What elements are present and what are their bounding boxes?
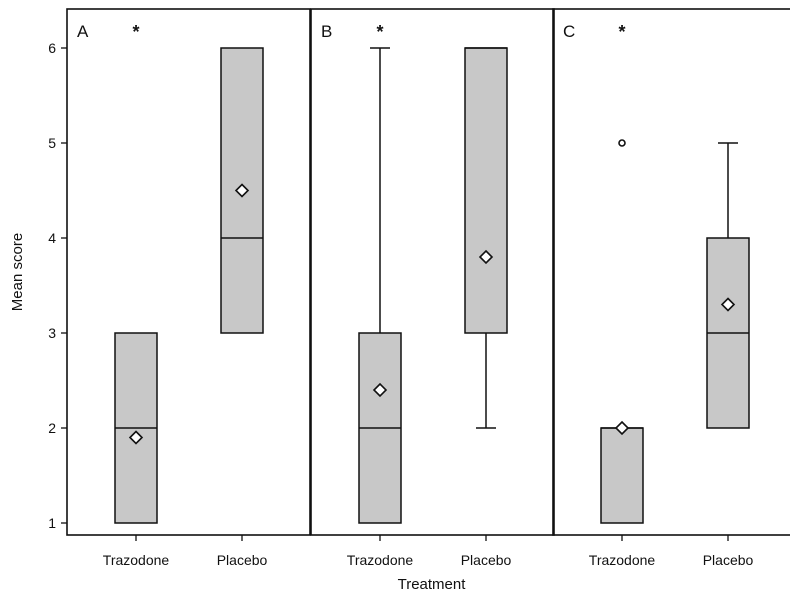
mean-marker xyxy=(614,420,630,436)
y-tick-label: 1 xyxy=(48,515,56,531)
mean-marker xyxy=(372,382,388,398)
mean-marker xyxy=(720,297,736,312)
x-tick-label: Placebo xyxy=(461,552,512,568)
panel-label: C xyxy=(563,22,575,41)
panel-label: A xyxy=(77,22,89,41)
significance-marker: * xyxy=(132,22,139,42)
x-tick-label: Trazodone xyxy=(589,552,656,568)
panel-frame xyxy=(66,8,311,536)
x-tick-label: Trazodone xyxy=(347,552,414,568)
mean-marker xyxy=(128,430,144,445)
significance-marker: * xyxy=(376,22,383,42)
box-trazodone xyxy=(600,427,644,524)
y-axis-label: Mean score xyxy=(9,233,26,311)
y-tick-label: 5 xyxy=(48,135,56,151)
mean-marker xyxy=(234,183,250,198)
y-tick-label: 6 xyxy=(48,40,56,56)
mean-marker xyxy=(478,249,494,265)
y-tick-label: 2 xyxy=(48,420,56,436)
panel-frame xyxy=(552,8,790,536)
outlier-point xyxy=(618,139,626,147)
panel-label: B xyxy=(321,22,332,41)
box-placebo xyxy=(464,47,508,334)
x-tick-label: Placebo xyxy=(217,552,268,568)
significance-marker: * xyxy=(618,22,625,42)
x-axis-label: Treatment xyxy=(398,576,467,593)
x-tick-label: Trazodone xyxy=(103,552,170,568)
x-tick-label: Placebo xyxy=(703,552,754,568)
y-tick-label: 3 xyxy=(48,325,56,341)
panel-frame xyxy=(310,8,555,536)
y-tick-label: 4 xyxy=(48,230,56,246)
